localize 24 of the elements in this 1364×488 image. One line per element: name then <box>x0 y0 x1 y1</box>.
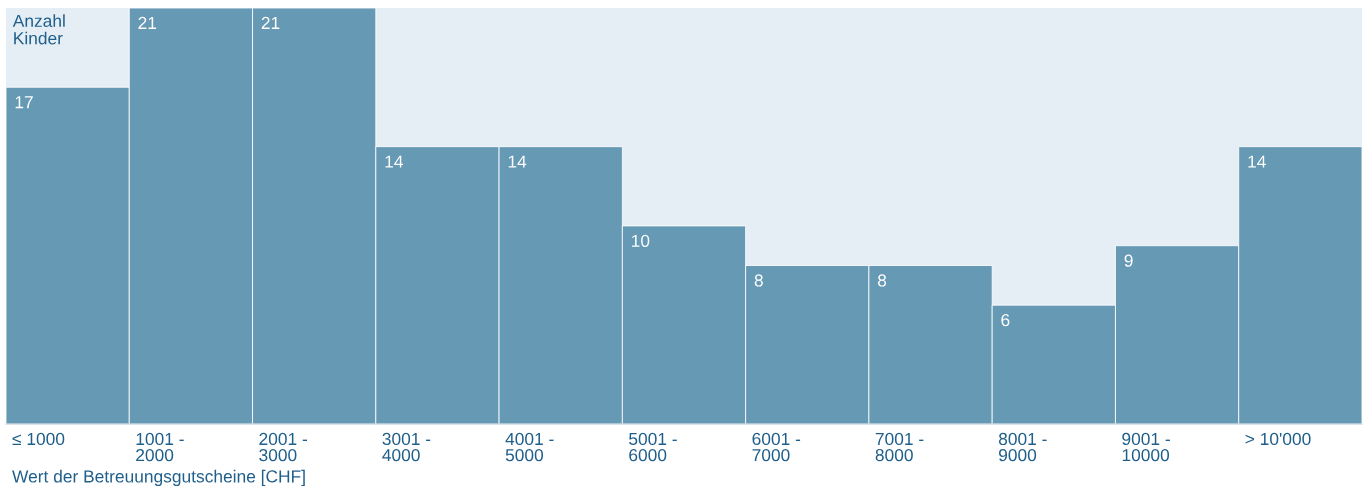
data-label: 14 <box>1248 155 1266 168</box>
data-label: 21 <box>138 16 157 29</box>
x-tick-label: > 10'000 <box>1245 432 1311 446</box>
x-tick-label: 1001 - 2000 <box>136 432 184 462</box>
y-axis-title: Anzahl Kinder <box>12 14 65 45</box>
x-tick-label: 4001 - 5000 <box>505 432 554 462</box>
x-tick-label: 8001 - 9000 <box>998 432 1047 462</box>
data-label: 8 <box>878 274 887 287</box>
data-label: 9 <box>1124 254 1133 267</box>
x-tick-label: ≤ 1000 <box>12 432 65 446</box>
x-tick-label: 9001 - 10000 <box>1122 432 1170 462</box>
x-tick-label: 3001 - 4000 <box>382 432 431 462</box>
data-label: 14 <box>385 155 403 168</box>
data-label: 6 <box>1001 313 1010 327</box>
data-label: 17 <box>15 96 33 109</box>
x-axis-title: Wert der Betreuungsgutscheine [CHF] <box>12 469 305 486</box>
x-tick-label: 6001 - 7000 <box>752 432 801 462</box>
data-label: 21 <box>261 16 280 29</box>
x-tick-label: 2001 - 3000 <box>259 432 307 462</box>
x-tick-label: 5001 - 6000 <box>629 432 677 462</box>
data-label: 10 <box>632 234 650 247</box>
x-tick-label: 7001 - 8000 <box>875 432 924 462</box>
data-label: 14 <box>508 155 527 168</box>
data-label: 8 <box>754 274 763 287</box>
